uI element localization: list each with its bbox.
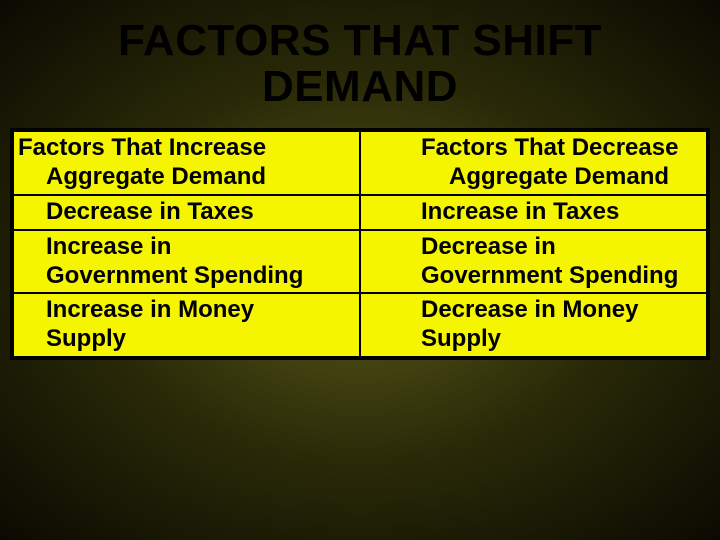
row-text-line-2: Supply xyxy=(421,325,501,352)
column-header: Factors That Decrease Aggregate Demand xyxy=(361,132,706,196)
table-row: Decrease in Government Spending xyxy=(361,231,706,295)
row-text-line-1: Decrease in Money xyxy=(421,296,638,323)
row-text-line-2: Supply xyxy=(18,325,351,354)
row-text-line-1: Increase in Money xyxy=(18,296,351,325)
column-header: Factors That Increase Aggregate Demand xyxy=(14,132,359,196)
header-text-line-2: Aggregate Demand xyxy=(18,163,351,192)
title-line-2: DEMAND xyxy=(262,62,458,111)
table-column-increase: Factors That Increase Aggregate Demand D… xyxy=(14,132,359,356)
title-line-1: FACTORS THAT SHIFT xyxy=(118,16,602,65)
slide-title: FACTORS THAT SHIFT DEMAND xyxy=(0,0,720,110)
row-text-line-1: Decrease in xyxy=(421,233,556,260)
row-text-line-1: Decrease in Taxes xyxy=(18,198,351,227)
table-row: Decrease in Money Supply xyxy=(361,294,706,356)
factors-table: Factors That Increase Aggregate Demand D… xyxy=(10,128,710,360)
table-row: Increase in Taxes xyxy=(361,196,706,231)
row-text-line-2: Government Spending xyxy=(421,262,678,289)
header-text-line-1: Factors That Increase xyxy=(18,134,266,161)
header-text-line-2: Aggregate Demand xyxy=(421,163,698,192)
table-row: Decrease in Taxes xyxy=(14,196,359,231)
row-text-line-1: Increase in xyxy=(18,233,351,262)
table-row: Increase in Money Supply xyxy=(14,294,359,356)
header-text-line-1: Factors That Decrease xyxy=(421,134,678,161)
row-text-line-2: Government Spending xyxy=(18,262,351,291)
row-text-line-1: Increase in Taxes xyxy=(421,198,619,225)
table-column-decrease: Factors That Decrease Aggregate Demand I… xyxy=(361,132,706,356)
table-row: Increase in Government Spending xyxy=(14,231,359,295)
